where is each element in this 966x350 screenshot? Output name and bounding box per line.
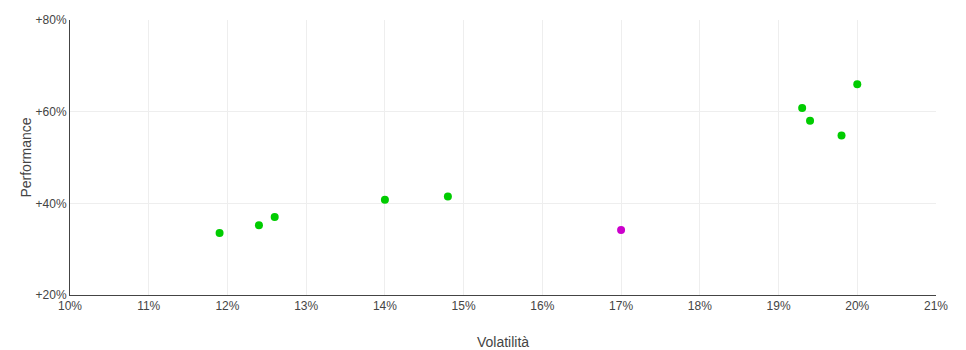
svg-text:20%: 20% [845, 299, 869, 313]
svg-text:+60%: +60% [36, 105, 67, 119]
svg-text:13%: 13% [294, 299, 318, 313]
svg-text:19%: 19% [767, 299, 791, 313]
svg-text:16%: 16% [530, 299, 554, 313]
svg-text:+20%: +20% [36, 288, 67, 302]
svg-text:10%: 10% [58, 299, 82, 313]
svg-text:11%: 11% [137, 299, 160, 313]
svg-text:Volatilità: Volatilità [477, 334, 529, 350]
svg-text:12%: 12% [215, 299, 239, 313]
svg-text:18%: 18% [688, 299, 712, 313]
svg-text:21%: 21% [924, 299, 948, 313]
svg-text:Performance: Performance [18, 117, 34, 197]
svg-text:+80%: +80% [36, 13, 67, 27]
svg-text:17%: 17% [609, 299, 633, 313]
svg-text:14%: 14% [373, 299, 397, 313]
svg-text:+40%: +40% [36, 197, 67, 211]
svg-text:15%: 15% [452, 299, 476, 313]
